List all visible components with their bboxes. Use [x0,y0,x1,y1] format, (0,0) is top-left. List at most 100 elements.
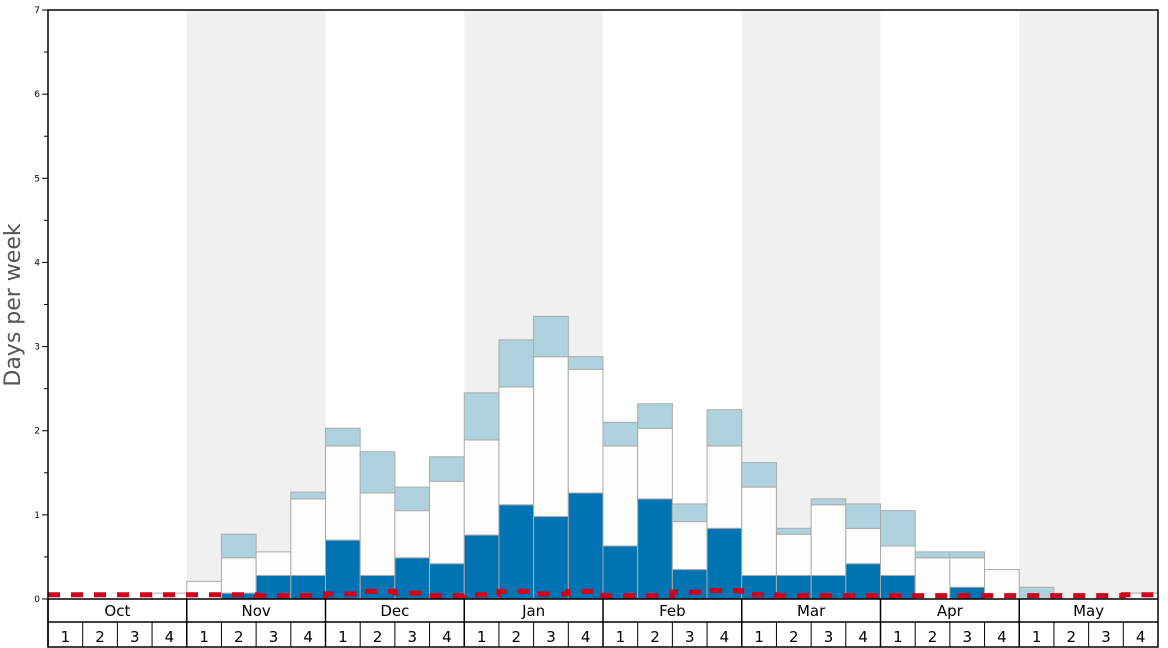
bar-segment-mid [914,557,951,600]
bar-segment-mid [220,557,257,594]
week-label: 2 [95,628,105,646]
bar-segment-mid [810,504,847,576]
week-label: 4 [442,628,452,646]
week-label: 1 [61,628,71,646]
bar-segment-dark [602,545,639,600]
week-label: 2 [789,628,799,646]
week-label: 2 [512,628,522,646]
bar-segment-mid [845,527,881,565]
week-label: 3 [269,628,279,646]
week-label: 4 [720,628,730,646]
y-tick-label: 6 [34,90,40,100]
bar-segment-light [706,409,743,447]
bar-segment-light [463,392,500,441]
y-tick-label: 0 [34,595,40,605]
bar-segment-light [810,498,847,506]
month-label-mar: Mar [797,602,826,620]
week-label: 1 [893,628,903,646]
week-label: 3 [962,628,972,646]
bar-segment-light [498,339,535,388]
week-label: 2 [928,628,938,646]
bar-segment-mid [706,445,743,529]
bar-segment-light [949,551,986,559]
bar-segment-mid [290,498,326,576]
bar-segment-dark [533,516,569,600]
bar-segment-light [394,486,431,512]
axes: 0 1 2 3 4 5 6 7 Oct 1 2 3 4 Nov 1 2 3 4 Dec 1 2 3 4 Jan 1 2 3 4 Feb 1… [34,6,1159,648]
bar-segment-mid [533,356,569,518]
y-tick-label: 1 [34,511,40,521]
week-label: 3 [130,628,140,646]
month-label-may: May [1073,602,1104,620]
y-tick-label: 4 [34,258,40,268]
week-label: 1 [477,628,487,646]
week-label: 4 [858,628,868,646]
bar-segment-dark [359,574,396,600]
week-label: 4 [1136,628,1146,646]
bar-segment-mid [255,551,292,576]
week-label: 4 [581,628,591,646]
month-shading [186,10,1158,599]
bar-segment-mid [498,386,535,506]
bar-segment-light [567,356,604,370]
bar-segment-mid [880,545,916,576]
week-label: 3 [824,628,834,646]
bar-segment-mid [741,486,777,576]
week-label: 1 [199,628,209,646]
bar-segment-light [914,551,951,559]
bar-segment-light [637,403,673,429]
week-label: 3 [1101,628,1111,646]
y-axis-label: Days per week [1,223,26,386]
bar-segment-dark [567,492,604,600]
bar-segment-mid [637,427,673,500]
bar-segment-light [602,421,639,447]
bar-segment-dark [498,504,535,600]
bar-segment-light [775,527,812,535]
week-label: 2 [234,628,244,646]
bar-segment-dark [463,534,500,600]
week-label: 3 [407,628,417,646]
bar-segment-mid [949,557,986,588]
week-label: 4 [165,628,175,646]
y-tick-label: 7 [34,6,40,16]
bar-segment-mid [394,510,431,559]
y-tick-label: 3 [34,343,40,353]
bar-segment-light [359,451,396,494]
y-tick-label: 2 [34,427,40,437]
month-label-apr: Apr [937,602,964,620]
bar-segment-light [671,503,708,523]
week-label: 2 [373,628,383,646]
bar-segment-mid [429,480,465,565]
bar-segment-dark [706,527,743,600]
bar-segment-light [290,491,326,500]
bar-segment-mid [602,445,639,547]
bar-segment-mid [567,368,604,494]
bar-segment-mid [463,439,500,536]
week-label: 1 [616,628,626,646]
month-label-jan: Jan [521,602,545,620]
week-label: 2 [650,628,660,646]
bar-segment-light [220,533,257,559]
week-label: 2 [1067,628,1077,646]
week-label: 4 [303,628,313,646]
bar-segment-light [880,510,916,547]
month-label-nov: Nov [241,602,270,620]
y-tick-label: 5 [34,174,40,184]
week-label: 3 [685,628,695,646]
month-label-feb: Feb [659,602,686,620]
bar-segment-mid [325,445,361,541]
bar-segment-light [429,456,465,482]
bar-segment-mid [775,533,812,576]
bar-segment-mid [359,492,396,576]
month-label-dec: Dec [380,602,409,620]
month-shade-may [1019,10,1158,599]
threshold-line [48,588,1158,599]
bar-segment-dark [325,539,361,600]
bar-segment-mid [671,521,708,571]
bar-segment-light [741,462,777,488]
bars [151,315,1159,600]
week-label: 1 [754,628,764,646]
week-label: 3 [546,628,556,646]
bar-segment-dark [637,498,673,600]
